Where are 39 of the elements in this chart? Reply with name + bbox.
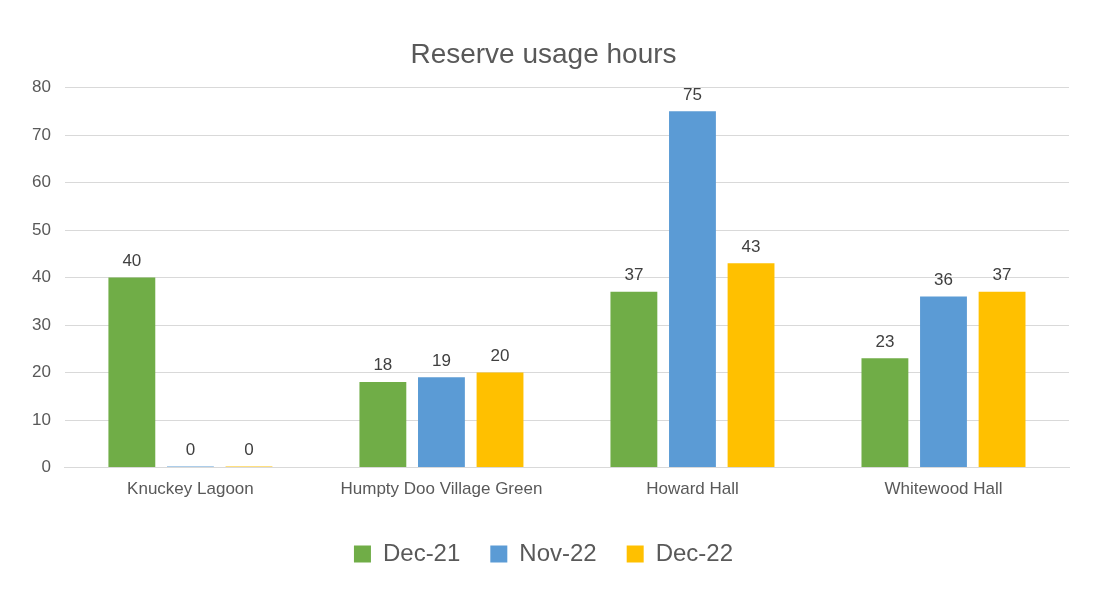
y-tick-label: 70 (31, 124, 51, 144)
y-tick-label: 50 (31, 219, 51, 239)
data-label: 37 (992, 265, 1012, 285)
bar (610, 291, 658, 468)
data-label: 23 (875, 331, 895, 351)
legend-label: Nov-22 (519, 538, 597, 566)
data-label: 37 (624, 265, 644, 285)
x-tick-label: Knuckey Lagoon (127, 479, 254, 499)
legend-label: Dec-21 (382, 538, 461, 566)
data-label: 40 (122, 250, 142, 270)
data-label: 20 (490, 345, 510, 365)
bar (978, 291, 1026, 468)
data-label: 43 (741, 236, 761, 256)
y-tick-label: 60 (31, 172, 51, 192)
bar (359, 382, 407, 468)
data-label: 19 (431, 350, 451, 370)
y-tick-label: 40 (31, 267, 51, 287)
x-tick-label: Howard Hall (646, 479, 739, 499)
y-tick-label: 0 (41, 457, 51, 477)
bar (920, 296, 967, 468)
data-label: 18 (373, 355, 393, 375)
y-tick-label: 10 (31, 409, 51, 429)
data-label: 75 (683, 84, 702, 104)
legend-label: Dec-22 (655, 538, 734, 566)
x-tick-label: Whitewood Hall (884, 479, 1003, 499)
bar (418, 377, 465, 468)
x-tick-label: Humpty Doo Village Green (340, 479, 543, 499)
data-label: 0 (185, 439, 196, 459)
chart-title: Reserve usage hours (410, 37, 677, 69)
data-label: 0 (244, 439, 254, 459)
y-tick-label: 30 (31, 314, 51, 334)
bar (476, 372, 524, 468)
data-label: 36 (934, 269, 953, 289)
bar (861, 358, 909, 468)
bar (669, 111, 716, 468)
y-tick-label: 20 (31, 362, 51, 382)
y-tick-label: 80 (31, 77, 51, 97)
bar (108, 277, 156, 468)
bar (727, 263, 775, 468)
